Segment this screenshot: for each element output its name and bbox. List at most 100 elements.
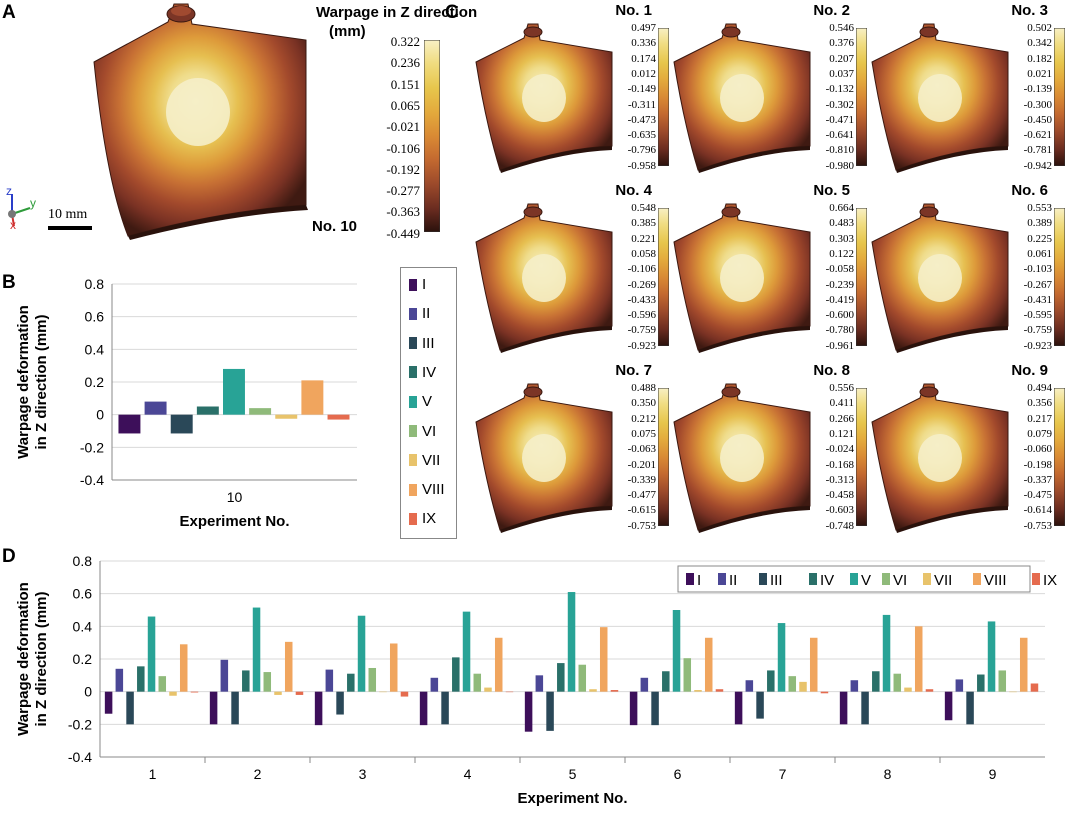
bar-IV-1 <box>137 666 145 692</box>
legend-swatch <box>409 278 417 291</box>
bar-VI-1 <box>158 676 167 692</box>
plate-colorbar-value: 0.336 <box>631 37 656 50</box>
scale-bar-label: 10 mm <box>48 207 88 222</box>
bar-II-9 <box>955 679 964 692</box>
plate-colorbar-value: 0.058 <box>631 247 656 260</box>
plate-colorbar-value: 0.079 <box>1027 427 1052 440</box>
bar-III-3 <box>336 691 344 715</box>
bar-IV-2 <box>242 670 250 692</box>
panel-a-colorbar-value: 0.065 <box>390 97 420 113</box>
y-axis-label-line1: Warpage deformation <box>15 582 32 736</box>
plate-colorbar-value: 0.225 <box>1027 232 1052 245</box>
plate-colorbar-value: -0.313 <box>825 473 854 486</box>
plate-colorbar-value: 0.502 <box>1027 22 1052 34</box>
plate-colorbar-value: 0.488 <box>631 382 656 394</box>
plate-colorbar-value: -0.201 <box>627 458 656 471</box>
plate-colorbar-value: -0.103 <box>1023 263 1052 276</box>
legend-label: III <box>422 334 435 352</box>
bar-VIII-10 <box>301 380 324 415</box>
plate-colorbar-value: 0.174 <box>631 52 656 65</box>
plate-image-3 <box>868 14 1013 179</box>
plate-colorbar-value: -0.269 <box>627 278 656 291</box>
bar-VIII-9 <box>1019 637 1028 692</box>
bar-VII-3 <box>379 691 387 693</box>
plate-colorbar-value: -0.060 <box>1023 443 1052 456</box>
legend-label: VII <box>934 572 952 589</box>
bar-VII-5 <box>589 689 597 692</box>
panel-a-colorbar-value: -0.277 <box>386 183 420 199</box>
y-tick-label: 0.6 <box>85 309 105 325</box>
plate-colorbar-value: 0.061 <box>1027 247 1052 260</box>
legend-swatch <box>850 573 858 585</box>
plate-colorbar-6 <box>1053 207 1065 351</box>
bar-IX-7 <box>820 691 829 694</box>
plate-colorbar-value: 0.021 <box>1027 67 1052 80</box>
plate-colorbar-value: 0.548 <box>631 202 656 214</box>
panel-a-colorbar-value: -0.106 <box>386 140 420 156</box>
plate-colorbar-value: -0.168 <box>825 458 854 471</box>
bar-II-7 <box>745 680 754 692</box>
plate-image-8 <box>670 374 815 539</box>
plate-colorbar-value: 0.075 <box>631 427 656 440</box>
x-tick-label: 3 <box>359 766 367 782</box>
bar-III-9 <box>966 691 974 725</box>
bar-I-2 <box>209 691 218 725</box>
bar-VII-2 <box>274 691 282 695</box>
bar-III-10 <box>170 414 193 434</box>
bar-I-4 <box>419 691 428 726</box>
plate-colorbar-value: -0.063 <box>627 443 656 456</box>
bar-V-3 <box>357 615 366 692</box>
legend-label: VIII <box>984 572 1007 589</box>
plate-colorbar-value: 0.376 <box>829 37 854 50</box>
y-tick-label: 0.4 <box>85 341 105 357</box>
legend-swatch <box>409 366 417 379</box>
plate-colorbar-value: -0.614 <box>1023 504 1052 517</box>
plate-colorbar-value: -0.473 <box>627 113 656 126</box>
legend-swatch <box>686 573 694 585</box>
bar-IX-8 <box>925 689 934 692</box>
legend-swatch <box>409 425 417 437</box>
bar-VII-9 <box>1009 691 1017 693</box>
plate-colorbar-value: 0.207 <box>829 52 854 65</box>
panel-a-colorbar-value: -0.021 <box>386 119 420 135</box>
legend-label: IX <box>422 510 437 528</box>
bar-IX-2 <box>295 691 304 695</box>
plate-colorbar-value: 0.342 <box>1027 37 1052 50</box>
plate-colorbar-value: -0.621 <box>1023 129 1052 142</box>
axis-z-label: z <box>6 184 12 198</box>
y-tick-label: 0 <box>84 684 92 700</box>
plate-colorbar-value: -0.780 <box>825 324 854 337</box>
legend-item-IX: IX <box>409 510 436 527</box>
legend-item-VIII: VIII <box>409 481 445 498</box>
bar-III-5 <box>546 691 554 731</box>
bar-IV-9 <box>977 674 985 692</box>
bar-V-9 <box>987 621 996 692</box>
bar-VI-4 <box>473 673 482 692</box>
bar-II-3 <box>325 669 334 692</box>
bar-IX-1 <box>190 691 199 693</box>
plate-label-4: No. 4 <box>615 182 652 199</box>
bar-I-10 <box>118 414 141 434</box>
plate-colorbar-value: -0.024 <box>825 443 854 456</box>
legend-item-III: III <box>409 335 435 352</box>
bar-VIII-8 <box>914 626 923 692</box>
y-tick-label: -0.2 <box>80 439 104 455</box>
bar-III-4 <box>441 691 449 725</box>
legend-swatch <box>718 573 726 585</box>
legend-label: V <box>861 572 871 589</box>
legend-label: IV <box>422 363 437 381</box>
panel-a-colorbar-value: -0.192 <box>386 161 420 177</box>
plate-image-4 <box>472 194 617 359</box>
x-tick-label: 5 <box>569 766 577 782</box>
plate-colorbar-value: -0.641 <box>825 129 854 142</box>
plate-colorbar-value: -0.311 <box>627 98 656 111</box>
bar-IV-8 <box>872 671 880 692</box>
plate-colorbar-value: -0.810 <box>825 144 854 157</box>
plate-label-5: No. 5 <box>813 182 850 199</box>
plate-image-1 <box>472 14 617 179</box>
legend-swatch <box>759 573 767 585</box>
plate-colorbar-value: -0.337 <box>1023 473 1052 486</box>
bar-V-2 <box>252 607 261 692</box>
plate-colorbar-value: -0.475 <box>1023 489 1052 502</box>
x-axis-label: Experiment No. <box>517 790 627 807</box>
